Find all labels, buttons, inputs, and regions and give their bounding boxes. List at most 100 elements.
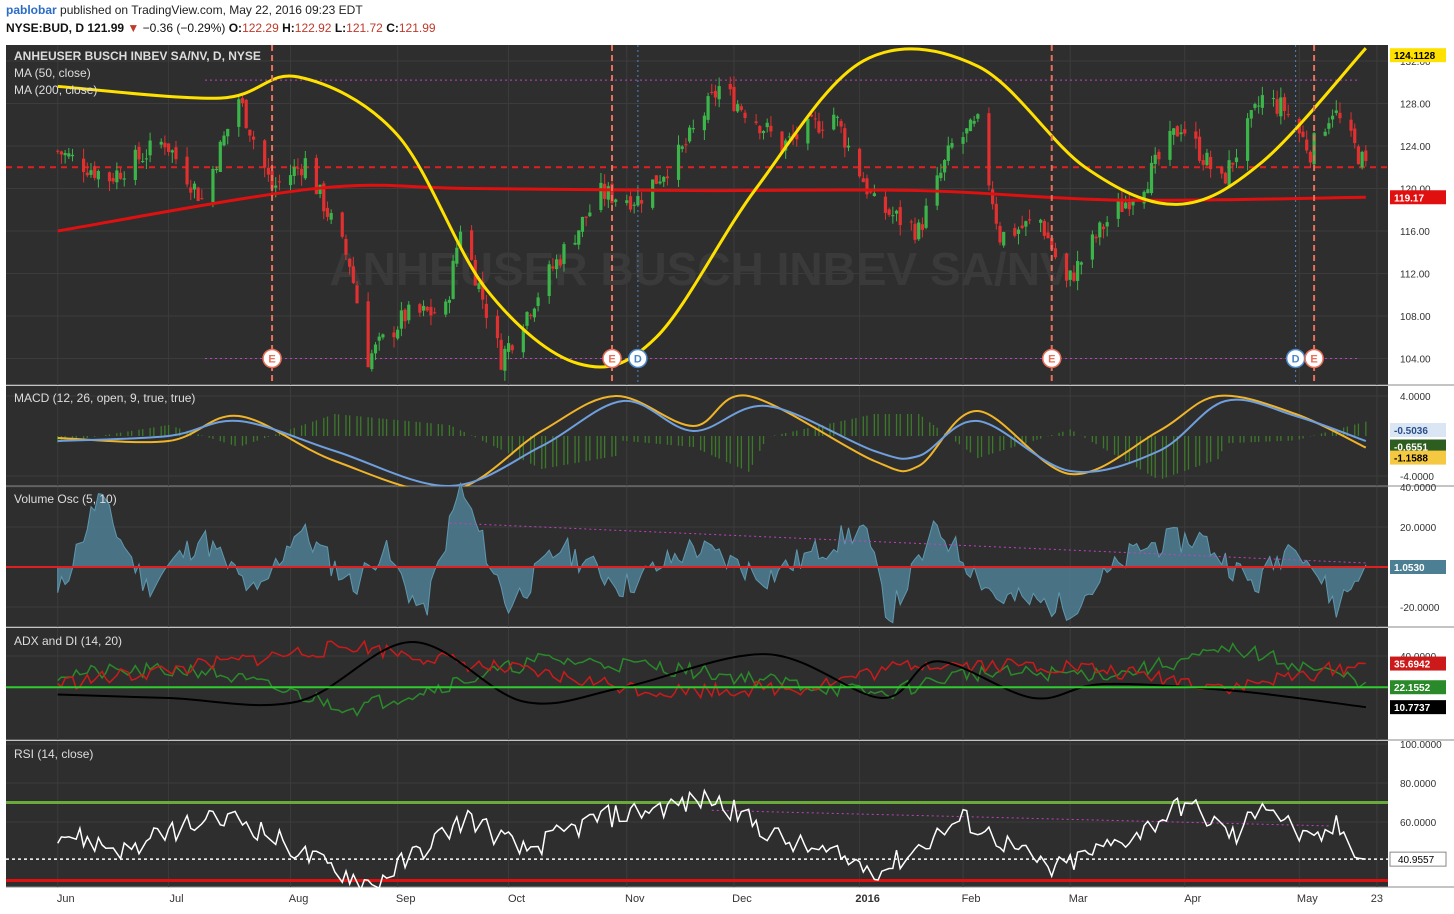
candle-body <box>924 205 928 228</box>
price-change: −0.36 (−0.29%) <box>142 21 226 35</box>
candle-body <box>63 152 67 156</box>
earnings-marker-icon <box>262 348 282 369</box>
candle-body <box>1220 166 1224 174</box>
volume-osc-pane: 40.0000 20.0000 -20.0000 Volume Osc (5, 10)… <box>6 482 1454 628</box>
candle-body <box>1356 146 1361 165</box>
candle-body <box>266 167 270 175</box>
candle-body <box>447 299 452 303</box>
volume-osc-area <box>57 482 1367 624</box>
symbol-bar: NYSE:BUD, D 121.99 ▼ −0.36 (−0.29%) O:12… <box>6 21 436 35</box>
candle-body <box>477 283 481 290</box>
earnings-marker-label: E <box>1048 353 1055 365</box>
x-axis-label: Sep <box>396 893 416 905</box>
candle-body <box>70 154 75 157</box>
candle-body <box>861 178 865 183</box>
close-label: C: <box>386 21 399 35</box>
high-label: H: <box>282 21 295 35</box>
candle-body <box>499 339 503 370</box>
candle-body <box>107 172 112 182</box>
macd-tick: 4.0000 <box>1400 392 1431 403</box>
watermark: ANHEUSER BUSCH INBEV SA/NV <box>329 243 1071 295</box>
candle-body <box>1105 222 1109 227</box>
volume-osc-tick: -20.0000 <box>1400 603 1440 614</box>
candle-body <box>1323 131 1327 136</box>
adx-pane: 40.0000ADX and DI (14, 20)35.694222.1552… <box>6 628 1454 741</box>
candle-body <box>351 266 355 283</box>
candle-body <box>67 153 71 157</box>
candle-body <box>651 179 655 208</box>
volume-osc-last-label: 1.0530 <box>1394 563 1425 574</box>
adx-last-label-bg <box>1390 700 1446 715</box>
candle-body <box>1168 130 1172 160</box>
candle-body <box>133 149 137 180</box>
candle-body <box>274 185 278 188</box>
x-axis-label: 23 <box>1371 893 1383 905</box>
volume-osc-tick: 40.0000 <box>1400 483 1437 494</box>
adx-last-label: 10.7737 <box>1394 703 1431 714</box>
candle-body <box>710 91 714 93</box>
price-pane-bg <box>6 45 1388 385</box>
dividend-marker-icon <box>628 348 648 369</box>
x-axis-label: Dec <box>732 893 752 905</box>
candle-body <box>554 259 559 270</box>
candle-body <box>510 345 514 351</box>
candle-body <box>676 144 681 180</box>
candle-body <box>1068 270 1072 280</box>
candle-body <box>909 221 913 223</box>
candle-body <box>1338 112 1342 119</box>
candle-body <box>506 343 511 352</box>
price-tick: 120.00 <box>1400 184 1431 195</box>
volume-osc-pane-axis-bg <box>1390 487 1454 627</box>
candle-body <box>950 143 954 148</box>
candle-body <box>1245 118 1250 161</box>
ma200-line <box>57 183 1366 233</box>
candle-body <box>1260 95 1264 108</box>
candle-body <box>1364 150 1368 162</box>
candle-body <box>1183 129 1187 134</box>
rsi-tick: 60.0000 <box>1400 818 1437 829</box>
author-link[interactable]: pablobar <box>6 3 57 17</box>
adx-pane-title: ADX and DI (14, 20) <box>14 634 122 648</box>
candle-body <box>407 304 411 321</box>
candle-body <box>1308 151 1313 163</box>
candle-body <box>1157 151 1161 160</box>
candle-body <box>821 129 825 131</box>
high-value: 122.92 <box>294 21 332 35</box>
candle-body <box>1124 202 1128 209</box>
symbol-label[interactable]: NYSE:BUD, D <box>6 21 85 35</box>
candle-body <box>628 196 633 210</box>
candle-body <box>370 353 374 370</box>
candle-body <box>1249 110 1253 119</box>
candle-body <box>240 98 245 104</box>
candle-body <box>1101 226 1106 230</box>
candle-body <box>1231 162 1235 165</box>
candle-body <box>1016 229 1021 234</box>
macd-histogram <box>57 414 1367 479</box>
candle-body <box>1027 219 1032 221</box>
candle-body <box>972 120 976 124</box>
candle-body <box>263 140 267 168</box>
x-axis-label: Jul <box>170 893 184 905</box>
candle-body <box>839 121 843 127</box>
candle-body <box>1172 128 1176 135</box>
candle-body <box>418 304 422 313</box>
candle-body <box>396 329 400 339</box>
candle-body <box>736 104 740 112</box>
candle-body <box>1024 221 1028 227</box>
macd-last-label-bg <box>1390 423 1446 437</box>
candle-body <box>654 175 658 184</box>
earnings-marker-icon <box>602 348 622 369</box>
candle-body <box>288 175 293 186</box>
chart-area[interactable]: 104.00 108.00 112.00 116.00 120.00 124.00 128.… <box>0 40 1454 914</box>
hist-last-label-bg <box>1390 439 1446 454</box>
rsi-line <box>57 788 1366 892</box>
earnings-marker-label: E <box>268 353 275 365</box>
candle-body <box>817 121 821 133</box>
candle-body <box>562 244 566 264</box>
candle-body <box>1305 139 1309 151</box>
down-arrow-icon: ▼ <box>127 21 140 35</box>
candle-body <box>1197 136 1202 161</box>
earnings-marker-label: E <box>608 353 615 365</box>
candle-body <box>946 145 950 161</box>
candle-body <box>717 86 721 100</box>
